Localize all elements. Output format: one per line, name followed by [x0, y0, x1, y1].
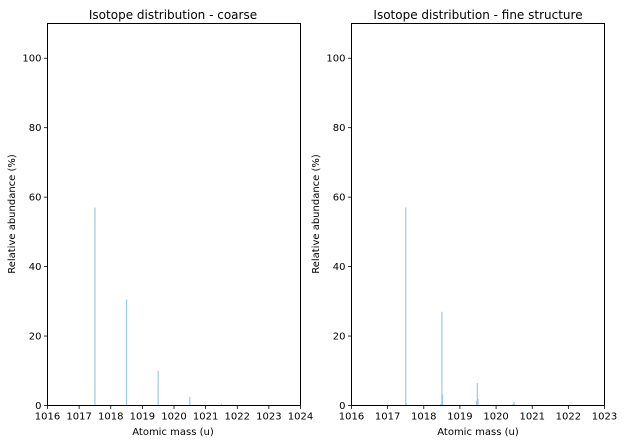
coarse-y-tick-label: 40: [29, 262, 42, 273]
coarse-bar: [158, 371, 159, 406]
coarse-y-tick-label: 60: [29, 193, 42, 204]
coarse-bar: [126, 300, 127, 406]
fine-bars: [405, 208, 551, 406]
coarse-chart-panel: Isotope distribution - coarse 1016 1017 10…: [7, 8, 313, 438]
coarse-x-tick-label: 1024: [288, 412, 313, 423]
fine-ticks: 1016 1017 1018 1019 1020 1021 1022 1023 0 20 40 60 8…: [326, 54, 617, 423]
coarse-x-tick-label: 1022: [225, 412, 250, 423]
fine-bar: [442, 394, 443, 405]
fine-x-tick-label: 1021: [519, 412, 544, 423]
coarse-x-tick-label: 1016: [35, 412, 60, 423]
fine-x-tick-label: 1020: [483, 412, 508, 423]
coarse-bars: [94, 208, 222, 406]
fine-y-axis-label: Relative abundance (%): [311, 154, 322, 274]
coarse-x-tick-label: 1017: [66, 412, 91, 423]
coarse-plot-frame: [48, 24, 301, 406]
fine-bar: [514, 402, 515, 405]
coarse-y-tick-label: 80: [29, 123, 42, 134]
coarse-chart-title: Isotope distribution - coarse: [89, 8, 257, 22]
fine-x-tick-label: 1023: [592, 412, 617, 423]
fine-y-tick-label: 80: [333, 123, 346, 134]
coarse-x-tick-label: 1023: [256, 412, 281, 423]
coarse-x-tick-label: 1020: [161, 412, 186, 423]
coarse-y-tick-label: 100: [22, 54, 41, 65]
fine-chart-title: Isotope distribution - fine structure: [373, 8, 582, 22]
coarse-x-tick-label: 1019: [130, 412, 155, 423]
coarse-x-axis-label: Atomic mass (u): [132, 427, 214, 438]
fine-y-tick-label: 20: [333, 332, 346, 343]
fine-y-tick-label: 40: [333, 262, 346, 273]
coarse-y-tick-label: 0: [35, 401, 41, 412]
coarse-bar: [94, 208, 95, 406]
fine-x-tick-label: 1022: [556, 412, 581, 423]
fine-x-tick-label: 1016: [339, 412, 364, 423]
fine-bar: [477, 399, 478, 406]
coarse-y-axis-label: Relative abundance (%): [7, 154, 18, 274]
fine-y-tick-label: 0: [339, 401, 345, 412]
coarse-x-tick-label: 1021: [193, 412, 218, 423]
coarse-ticks: 1016 1017 1018 1019 1020 1021 1022 1023 1024 0 20 4…: [22, 54, 313, 423]
fine-bar: [405, 208, 406, 406]
fine-x-axis-label: Atomic mass (u): [437, 427, 519, 438]
fine-bar: [441, 312, 442, 406]
fine-x-tick-label: 1017: [375, 412, 400, 423]
coarse-bar: [189, 397, 190, 406]
fine-y-tick-label: 60: [333, 193, 346, 204]
fine-x-tick-label: 1019: [447, 412, 472, 423]
fine-y-tick-label: 100: [326, 54, 345, 65]
fine-plot-frame: [352, 24, 605, 406]
fine-x-tick-label: 1018: [411, 412, 436, 423]
fine-chart-panel: Isotope distribution - fine structure 10…: [311, 8, 617, 438]
coarse-x-tick-label: 1018: [98, 412, 123, 423]
coarse-y-tick-label: 20: [29, 332, 42, 343]
